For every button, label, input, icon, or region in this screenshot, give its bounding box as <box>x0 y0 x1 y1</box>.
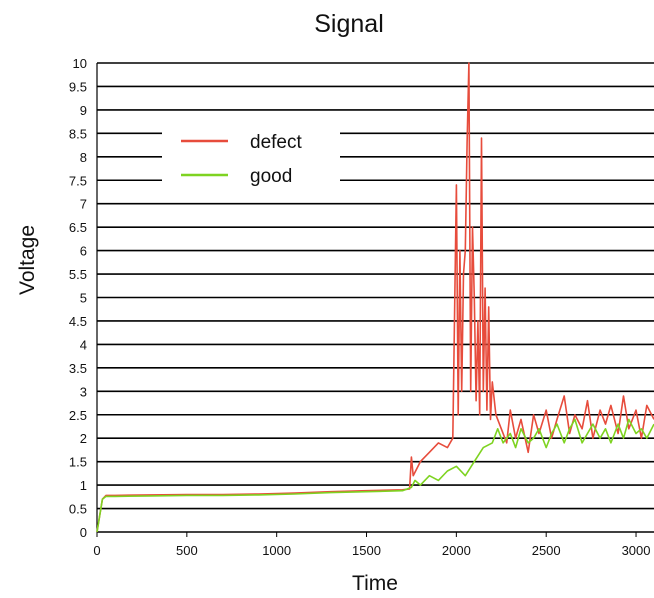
grid-lines <box>97 62 654 533</box>
y-tick-label: 8.5 <box>69 126 87 141</box>
tick-labels: 0 0.5 1 1.5 2 2.5 3 3.5 4 4.5 5 5.5 6 6.5 7 7.5 8 8.5 9 9.5… <box>69 56 651 558</box>
y-tick-label: 3 <box>80 384 87 399</box>
chart-title: Signal <box>314 10 384 38</box>
y-tick-label: 6 <box>80 244 87 259</box>
y-axis-label: Voltage <box>16 225 39 295</box>
y-tick-label: 7 <box>80 197 87 212</box>
x-axis-label: Time <box>352 572 398 595</box>
y-tick-label: 6.5 <box>69 220 87 235</box>
axes <box>96 63 637 537</box>
y-tick-label: 1 <box>80 478 87 493</box>
y-tick-label: 9 <box>80 103 87 118</box>
x-tick-label: 3000 <box>622 543 651 558</box>
y-tick-label: 4.5 <box>69 314 87 329</box>
y-tick-label: 5 <box>80 291 87 306</box>
y-tick-label: 1.5 <box>69 455 87 470</box>
x-tick-label: 0 <box>93 543 100 558</box>
series-line-good <box>96 418 654 533</box>
y-tick-label: 9.5 <box>69 79 87 94</box>
y-tick-label: 0 <box>80 525 87 540</box>
y-tick-label: 0.5 <box>69 502 87 517</box>
x-tick-label: 1000 <box>262 543 291 558</box>
y-tick-label: 7.5 <box>69 173 87 188</box>
series-lines <box>96 62 654 533</box>
legend-box <box>162 123 340 193</box>
y-tick-label: 2.5 <box>69 408 87 423</box>
x-tick-label: 1500 <box>352 543 381 558</box>
y-tick-label: 10 <box>73 56 87 71</box>
y-tick-label: 5.5 <box>69 267 87 282</box>
legend-label-good: good <box>250 166 292 187</box>
y-tick-label: 8 <box>80 150 87 165</box>
y-tick-label: 2 <box>80 431 87 446</box>
legend: defect good <box>162 123 340 193</box>
x-tick-label: 500 <box>176 543 198 558</box>
x-tick-label: 2000 <box>442 543 471 558</box>
legend-label-defect: defect <box>250 132 302 153</box>
y-tick-label: 4 <box>80 337 87 352</box>
x-tick-label: 2500 <box>532 543 561 558</box>
y-tick-label: 3.5 <box>69 361 87 376</box>
